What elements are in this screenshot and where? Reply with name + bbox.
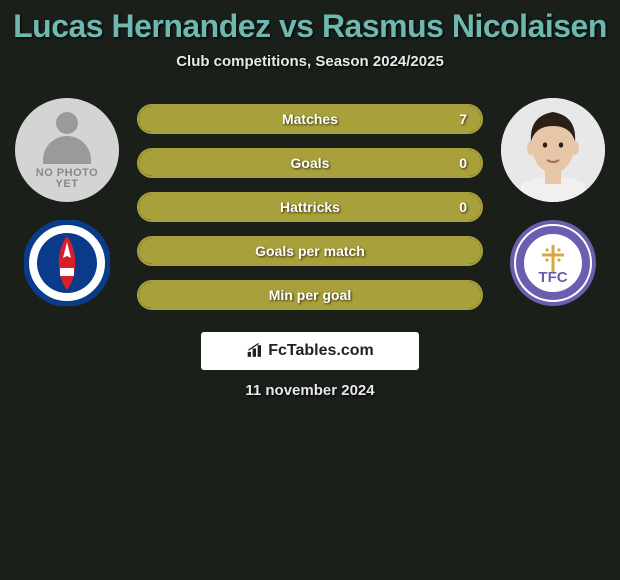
player-face-icon — [501, 98, 605, 202]
stat-value-right: 0 — [459, 199, 467, 215]
subtitle: Club competitions, Season 2024/2025 — [0, 53, 620, 70]
stat-label: Hattricks — [280, 199, 340, 215]
stat-value-right: 0 — [459, 155, 467, 171]
right-player-avatar — [501, 98, 605, 202]
middle-section: NO PHOTO YET Matches 7 — [0, 98, 620, 310]
comparison-card: Lucas Hernandez vs Rasmus Nicolaisen Clu… — [0, 0, 620, 399]
left-side: NO PHOTO YET — [15, 98, 119, 306]
no-photo-placeholder: NO PHOTO YET — [36, 110, 98, 190]
brand-box: FcTables.com — [201, 332, 419, 370]
left-club-badge — [24, 220, 110, 306]
stat-value-right: 7 — [459, 111, 467, 127]
psg-badge-icon — [24, 220, 110, 306]
placeholder-line-2: YET — [56, 179, 79, 190]
stat-label: Goals — [291, 155, 330, 171]
stat-row-min-per-goal: Min per goal — [137, 280, 483, 310]
brand-text: FcTables.com — [268, 342, 374, 360]
stat-row-hattricks: Hattricks 0 — [137, 192, 483, 222]
right-side: TFC — [501, 98, 605, 306]
svg-text:TFC: TFC — [538, 269, 567, 286]
stat-label: Min per goal — [269, 287, 351, 303]
stat-row-matches: Matches 7 — [137, 104, 483, 134]
stats-column: Matches 7 Goals 0 Hattricks 0 Goals per … — [137, 98, 483, 310]
stat-row-goals-per-match: Goals per match — [137, 236, 483, 266]
stat-label: Matches — [282, 111, 338, 127]
page-title: Lucas Hernandez vs Rasmus Nicolaisen — [0, 8, 620, 45]
stat-label: Goals per match — [255, 243, 365, 259]
silhouette-icon — [40, 110, 94, 164]
bar-chart-icon — [246, 343, 266, 359]
date-text: 11 november 2024 — [0, 382, 620, 399]
tfc-badge-icon: TFC — [510, 220, 596, 306]
right-club-badge: TFC — [510, 220, 596, 306]
left-player-avatar: NO PHOTO YET — [15, 98, 119, 202]
stat-row-goals: Goals 0 — [137, 148, 483, 178]
